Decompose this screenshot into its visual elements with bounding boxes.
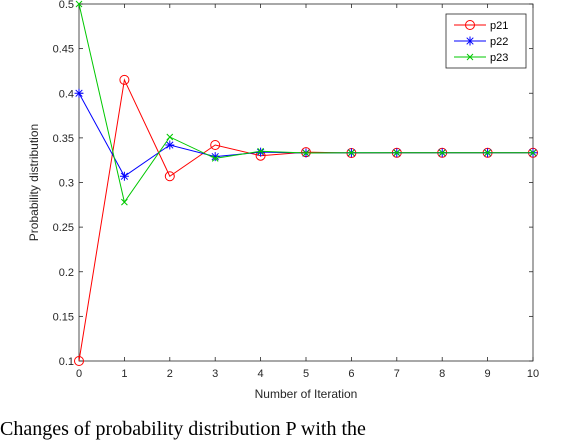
data-point-p23	[302, 149, 310, 157]
line-chart: 0 1 2 3 4 5 6 7 8 9 10 0.1 0.15 0.2 0.25 0.3 0.35 0.4 0.45…	[27, 0, 540, 401]
data-point-p23	[484, 149, 491, 157]
y-tick-label: 0.2	[59, 267, 74, 279]
data-point-p23	[121, 198, 128, 206]
data-point-p23	[166, 133, 174, 141]
x-tick-label: 4	[258, 368, 264, 380]
data-point-p21	[74, 356, 84, 366]
x-tick-label: 7	[394, 368, 400, 380]
data-point-p23	[393, 149, 401, 157]
data-point-p23	[211, 155, 219, 162]
x-tick-label: 5	[303, 368, 309, 380]
legend-label: p23	[490, 52, 508, 64]
data-point-p21	[164, 171, 175, 182]
legend-marker	[465, 36, 475, 46]
data-point-p23	[348, 149, 355, 157]
data-point-p23	[75, 0, 83, 8]
series-p23	[75, 0, 537, 206]
x-tick-label: 8	[439, 368, 445, 380]
x-tick-label: 9	[485, 368, 491, 380]
data-point-p21	[119, 74, 130, 85]
figure-caption: Changes of probability distribution P wi…	[0, 418, 366, 440]
y-tick-label: 0.5	[59, 0, 74, 11]
y-tick-label: 0.4	[59, 88, 74, 100]
data-point-p21	[210, 140, 221, 151]
data-point-p22	[165, 140, 175, 150]
legend-marker	[465, 20, 475, 30]
y-tick-label: 0.15	[53, 311, 74, 323]
y-tick-label: 0.25	[53, 222, 74, 234]
legend-entry-p22: p22	[454, 36, 508, 48]
series-layer	[74, 0, 538, 366]
x-tick-label: 1	[121, 368, 127, 380]
y-axis-label: Probability distribution	[27, 124, 41, 241]
x-axis-label: Number of Iteration	[255, 387, 358, 401]
x-tick-label: 3	[212, 368, 218, 380]
data-point-p22	[74, 88, 84, 98]
x-tick-label: 6	[348, 368, 354, 380]
legend-entry-p21: p21	[454, 20, 508, 32]
y-tick-label: 0.3	[59, 178, 74, 190]
legend-label: p22	[490, 36, 508, 48]
y-tick-label: 0.45	[53, 44, 74, 56]
legend-label: p21	[490, 20, 508, 32]
y-tick-label: 0.35	[53, 133, 74, 145]
legend-marker	[466, 53, 474, 61]
legend-entry-p23: p23	[454, 52, 508, 64]
data-point-p22	[119, 171, 129, 181]
data-point-p23	[257, 147, 264, 155]
x-tick-label: 0	[76, 368, 82, 380]
x-tick-label: 10	[527, 368, 539, 380]
x-tick-label: 2	[167, 368, 173, 380]
axis-ticks: 0 1 2 3 4 5 6 7 8 9 10 0.1 0.15 0.2 0.25 0.3 0.35 0.4 0.45…	[53, 0, 540, 380]
data-point-p23	[438, 149, 446, 157]
legend: p21 p22 p23	[445, 13, 527, 69]
y-tick-label: 0.1	[59, 356, 74, 368]
data-point-p23	[529, 149, 537, 157]
